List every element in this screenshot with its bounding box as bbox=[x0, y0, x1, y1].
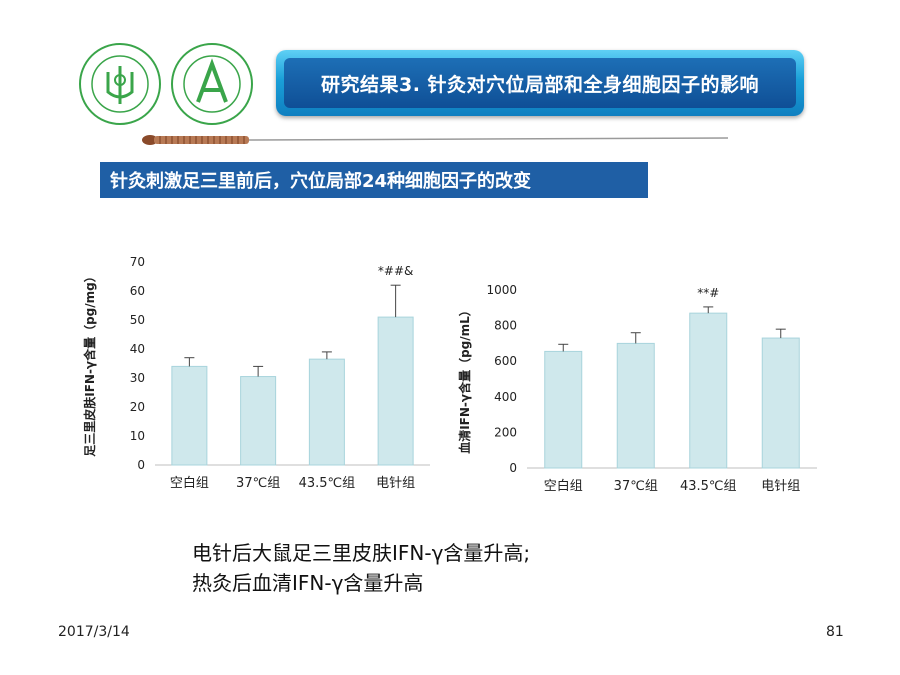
title-box: 研究结果3. 针灸对穴位局部和全身细胞因子的影响 bbox=[276, 50, 804, 116]
x-tick-label: 37℃组 bbox=[614, 479, 658, 494]
x-tick-label: 电针组 bbox=[376, 476, 415, 491]
significance-label: **# bbox=[697, 286, 719, 300]
bar-3 bbox=[308, 358, 345, 466]
y-tick-label: 0 bbox=[509, 461, 517, 475]
bar-4 bbox=[377, 316, 414, 466]
x-tick-label: 37℃组 bbox=[236, 476, 280, 491]
y-tick-label: 0 bbox=[137, 458, 145, 472]
bar-2 bbox=[240, 376, 277, 466]
academy-logo bbox=[79, 43, 161, 125]
serum-ifn-chart: 0 200 400 600 800 1000 血清IFN-γ含量（pg/mL） 空白组 37℃组… bbox=[455, 280, 835, 510]
x-tick-label: 43.5℃组 bbox=[680, 479, 737, 494]
bar-3 bbox=[689, 312, 728, 469]
conclusion-caption: 电针后大鼠足三里皮肤IFN-γ含量升高; 热灸后血清IFN-γ含量升高 bbox=[192, 538, 530, 598]
significance-label: *##& bbox=[378, 264, 413, 278]
slide-date: 2017/3/14 bbox=[58, 624, 130, 640]
institute-logo bbox=[171, 43, 253, 125]
serum-ifn-chart-svg: 0 200 400 600 800 1000 血清IFN-γ含量（pg/mL） 空白组 37℃组… bbox=[457, 283, 817, 494]
y-tick-label: 20 bbox=[130, 400, 145, 414]
bar-1 bbox=[544, 350, 583, 469]
x-tick-label: 空白组 bbox=[544, 478, 583, 494]
x-tick-label: 43.5℃组 bbox=[299, 476, 356, 491]
y-tick-label: 70 bbox=[130, 255, 145, 269]
y-axis-label: 足三里皮肤IFN-γ含量（pg/mg） bbox=[82, 270, 97, 457]
x-tick-label: 空白组 bbox=[170, 475, 209, 491]
y-axis-label: 血清IFN-γ含量（pg/mL） bbox=[457, 304, 472, 454]
y-tick-label: 60 bbox=[130, 284, 145, 298]
bar-1 bbox=[171, 365, 208, 466]
caption-line-1: 电针后大鼠足三里皮肤IFN-γ含量升高; bbox=[192, 541, 531, 565]
bar-4 bbox=[761, 337, 800, 469]
y-tick-label: 600 bbox=[494, 354, 517, 368]
y-tick-label: 200 bbox=[494, 425, 517, 439]
y-tick-label: 30 bbox=[130, 371, 145, 385]
y-tick-label: 1000 bbox=[486, 283, 517, 297]
slide-title: 研究结果3. 针灸对穴位局部和全身细胞因子的影响 bbox=[284, 58, 796, 108]
skin-ifn-chart: 0 10 20 30 40 50 60 70 足三里皮肤IFN-γ含量（pg/mg） 空白组 37℃… bbox=[80, 250, 440, 510]
section-subtitle: 针灸刺激足三里前后，穴位局部24种细胞因子的改变 bbox=[100, 162, 648, 198]
y-tick-label: 50 bbox=[130, 313, 145, 327]
y-tick-label: 10 bbox=[130, 429, 145, 443]
x-tick-label: 电针组 bbox=[761, 479, 800, 494]
y-tick-label: 40 bbox=[130, 342, 145, 356]
bar-2 bbox=[616, 342, 655, 469]
skin-ifn-chart-svg: 0 10 20 30 40 50 60 70 足三里皮肤IFN-γ含量（pg/mg） 空白组 37℃… bbox=[82, 255, 430, 491]
y-tick-label: 400 bbox=[494, 390, 517, 404]
needle-icon bbox=[142, 135, 729, 145]
caption-line-2: 热灸后血清IFN-γ含量升高 bbox=[192, 571, 424, 595]
page-number: 81 bbox=[826, 624, 844, 640]
y-tick-label: 800 bbox=[494, 319, 517, 333]
